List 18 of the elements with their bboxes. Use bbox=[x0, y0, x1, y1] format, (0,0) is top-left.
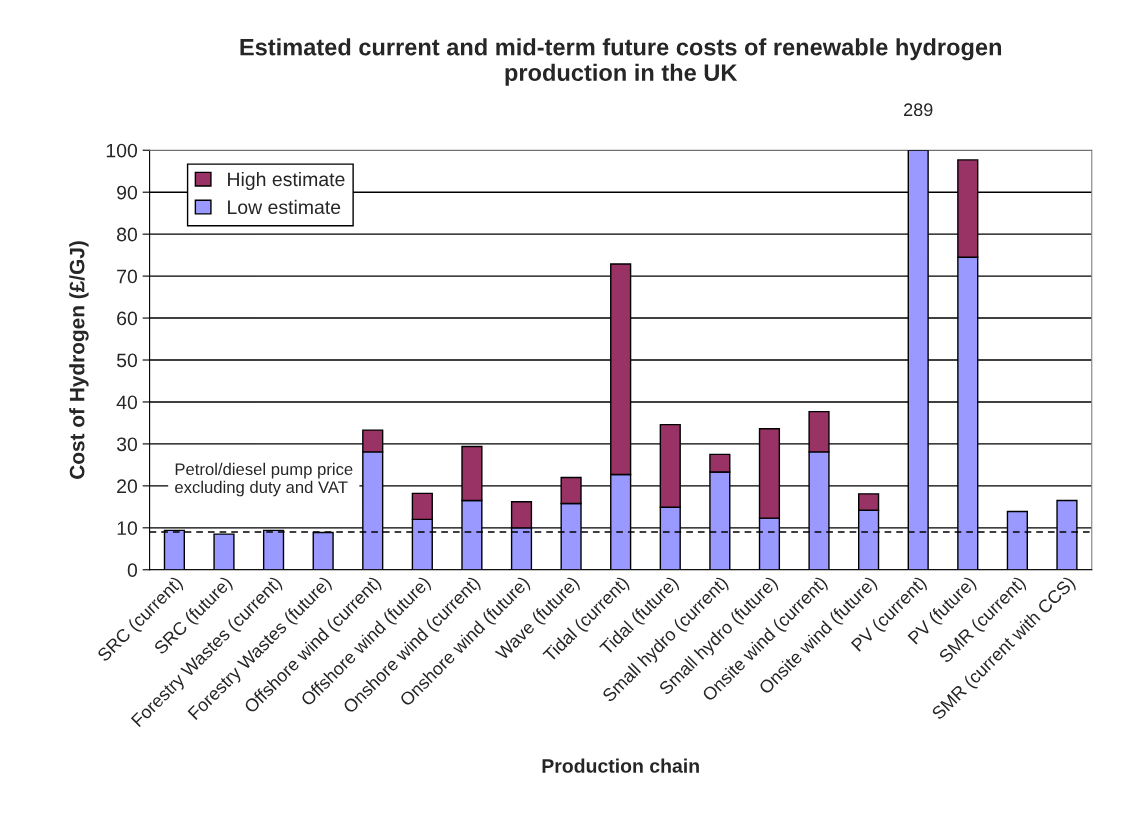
ref-line-label: Petrol/diesel pump price excluding duty and VAT bbox=[175, 462, 353, 497]
legend-label: Low estimate bbox=[228, 199, 341, 215]
y-tick-label: 0 bbox=[127, 563, 138, 578]
y-tick-label: 30 bbox=[116, 437, 138, 452]
y-tick-label: 80 bbox=[117, 227, 138, 242]
y-tick-label: 70 bbox=[117, 269, 138, 284]
chart-title: Estimated current and mid-term future costs of renewable hydrogen production in the UK bbox=[240, 38, 1002, 86]
y-tick-label: 20 bbox=[117, 479, 138, 494]
y-tick-label: 10 bbox=[117, 521, 138, 536]
y-axis-title: Cost of Hydrogen (£/GJ) bbox=[69, 241, 89, 479]
y-tick-label: 50 bbox=[116, 353, 138, 368]
y-tick-label: 100 bbox=[106, 143, 138, 158]
x-axis-title: Production chain bbox=[542, 758, 699, 773]
y-tick-label: 90 bbox=[117, 185, 138, 200]
annotation: 289 bbox=[904, 103, 933, 117]
y-tick-label: 40 bbox=[116, 395, 138, 410]
legend-label: High estimate bbox=[228, 171, 345, 191]
y-tick-label: 60 bbox=[117, 311, 138, 326]
